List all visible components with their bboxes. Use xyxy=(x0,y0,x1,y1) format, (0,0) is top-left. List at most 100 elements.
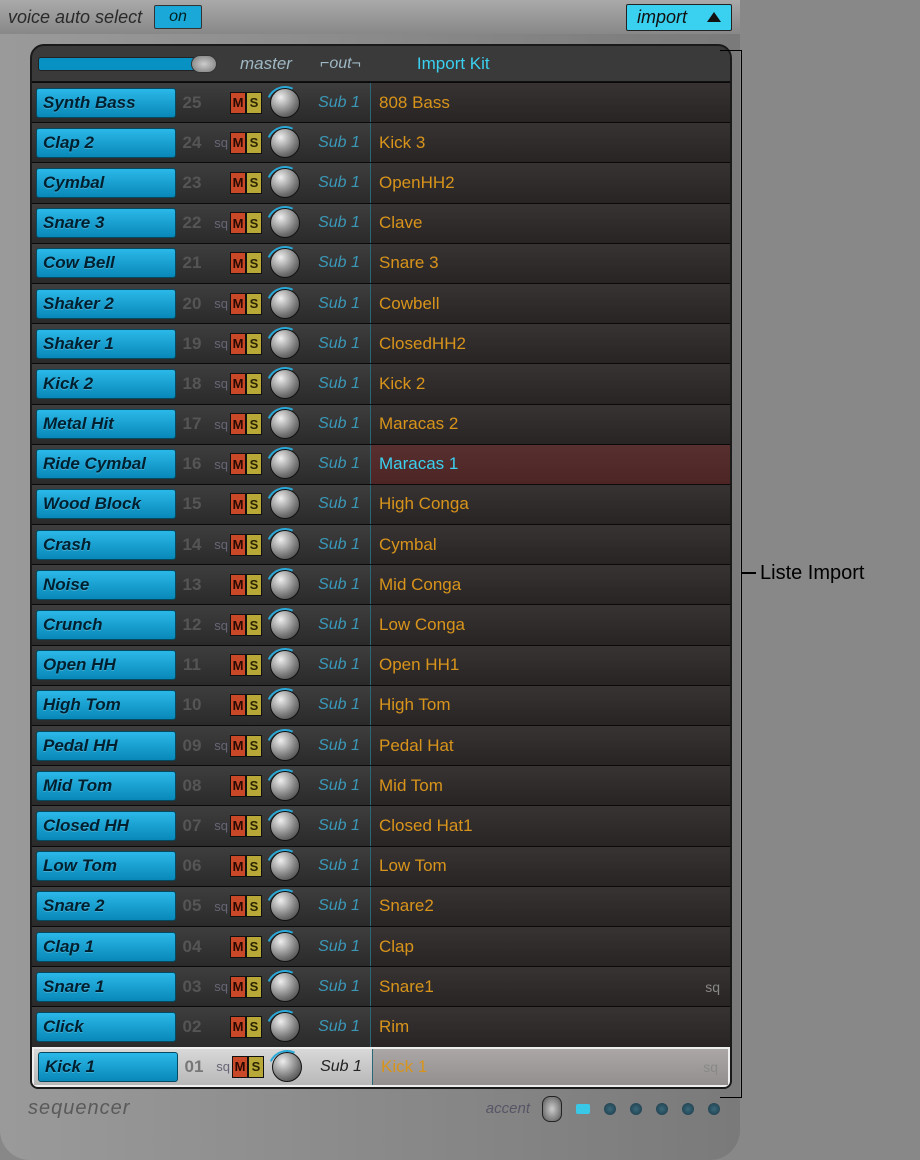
solo-button[interactable]: S xyxy=(246,614,262,636)
voice-row[interactable]: Ride Cymbal16sqMSSub 1Maracas 1 xyxy=(32,444,730,484)
output-selector[interactable]: Sub 1 xyxy=(308,1018,370,1036)
output-selector[interactable]: Sub 1 xyxy=(308,335,370,353)
solo-button[interactable]: S xyxy=(246,534,262,556)
voice-row[interactable]: Kick 218sqMSSub 1Kick 2 xyxy=(32,363,730,403)
mute-button[interactable]: M xyxy=(230,333,246,355)
voice-name-button[interactable]: Crash xyxy=(36,530,176,560)
import-kit-item[interactable]: Open HH1 xyxy=(370,646,730,685)
voice-row[interactable]: Snare 103sqMSSub 1Snare1sq xyxy=(32,966,730,1006)
mute-button[interactable]: M xyxy=(230,373,246,395)
mute-button[interactable]: M xyxy=(230,694,246,716)
voice-row[interactable]: Closed HH07sqMSSub 1Closed Hat1 xyxy=(32,805,730,845)
import-kit-item[interactable]: Maracas 2 xyxy=(370,405,730,444)
output-selector[interactable]: Sub 1 xyxy=(308,576,370,594)
output-selector[interactable]: Sub 1 xyxy=(308,737,370,755)
solo-button[interactable]: S xyxy=(246,252,262,274)
voice-row[interactable]: Clap 224sqMSSub 1Kick 3 xyxy=(32,122,730,162)
voice-row[interactable]: Low Tom06MSSub 1Low Tom xyxy=(32,846,730,886)
output-selector[interactable]: Sub 1 xyxy=(308,777,370,795)
output-selector[interactable]: Sub 1 xyxy=(308,536,370,554)
voice-row[interactable]: Mid Tom08MSSub 1Mid Tom xyxy=(32,765,730,805)
solo-button[interactable]: S xyxy=(246,694,262,716)
import-kit-item[interactable]: Clave xyxy=(370,204,730,243)
output-selector[interactable]: Sub 1 xyxy=(308,817,370,835)
output-selector[interactable]: Sub 1 xyxy=(308,696,370,714)
voice-name-button[interactable]: Kick 1 xyxy=(38,1052,178,1082)
voice-name-button[interactable]: Noise xyxy=(36,570,176,600)
output-selector[interactable]: Sub 1 xyxy=(308,214,370,232)
voice-name-button[interactable]: Clap 2 xyxy=(36,128,176,158)
import-kit-item[interactable]: Low Conga xyxy=(370,605,730,644)
step-dot[interactable] xyxy=(708,1103,720,1115)
solo-button[interactable]: S xyxy=(246,493,262,515)
import-kit-item[interactable]: High Conga xyxy=(370,485,730,524)
voice-name-button[interactable]: Shaker 1 xyxy=(36,329,176,359)
mute-button[interactable]: M xyxy=(230,172,246,194)
output-selector[interactable]: Sub 1 xyxy=(308,94,370,112)
step-dot[interactable] xyxy=(682,1103,694,1115)
mute-button[interactable]: M xyxy=(230,654,246,676)
import-kit-item[interactable]: Maracas 1 xyxy=(370,445,730,484)
solo-button[interactable]: S xyxy=(246,373,262,395)
output-selector[interactable]: Sub 1 xyxy=(308,857,370,875)
voice-name-button[interactable]: Kick 2 xyxy=(36,369,176,399)
output-selector[interactable]: Sub 1 xyxy=(308,455,370,473)
row-handle[interactable] xyxy=(30,1053,32,1083)
solo-button[interactable]: S xyxy=(246,212,262,234)
voice-name-button[interactable]: Open HH xyxy=(36,650,176,680)
mute-button[interactable]: M xyxy=(230,1016,246,1038)
import-kit-item[interactable]: ClosedHH2 xyxy=(370,324,730,363)
voice-row[interactable]: Metal Hit17sqMSSub 1Maracas 2 xyxy=(32,404,730,444)
voice-name-button[interactable]: Snare 3 xyxy=(36,208,176,238)
voice-name-button[interactable]: Synth Bass xyxy=(36,88,176,118)
voice-row[interactable]: Shaker 220sqMSSub 1Cowbell xyxy=(32,283,730,323)
solo-button[interactable]: S xyxy=(246,735,262,757)
mute-button[interactable]: M xyxy=(230,252,246,274)
import-kit-item[interactable]: Pedal Hat xyxy=(370,726,730,765)
output-selector[interactable]: Sub 1 xyxy=(308,495,370,513)
import-kit-item[interactable]: Snare1sq xyxy=(370,967,730,1006)
solo-button[interactable]: S xyxy=(246,936,262,958)
solo-button[interactable]: S xyxy=(246,1016,262,1038)
voice-name-button[interactable]: Shaker 2 xyxy=(36,289,176,319)
voice-row[interactable]: Open HH11MSSub 1Open HH1 xyxy=(32,645,730,685)
import-kit-item[interactable]: Clap xyxy=(370,927,730,966)
voice-name-button[interactable]: Snare 2 xyxy=(36,891,176,921)
mute-button[interactable]: M xyxy=(230,735,246,757)
voice-auto-select-toggle[interactable]: on xyxy=(154,5,202,29)
voice-name-button[interactable]: Cow Bell xyxy=(36,248,176,278)
output-selector[interactable]: Sub 1 xyxy=(308,938,370,956)
solo-button[interactable]: S xyxy=(246,775,262,797)
output-selector[interactable]: Sub 1 xyxy=(308,134,370,152)
voice-row[interactable]: Snare 205sqMSSub 1Snare2 xyxy=(32,886,730,926)
voice-name-button[interactable]: High Tom xyxy=(36,690,176,720)
mute-button[interactable]: M xyxy=(230,895,246,917)
voice-row[interactable]: Snare 322sqMSSub 1Clave xyxy=(32,203,730,243)
mute-button[interactable]: M xyxy=(230,493,246,515)
voice-row[interactable]: Clap 104MSSub 1Clap xyxy=(32,926,730,966)
import-kit-item[interactable]: 808 Bass xyxy=(370,83,730,122)
voice-name-button[interactable]: Click xyxy=(36,1012,176,1042)
voice-name-button[interactable]: Wood Block xyxy=(36,489,176,519)
solo-button[interactable]: S xyxy=(246,574,262,596)
voice-row[interactable]: Crunch12sqMSSub 1Low Conga xyxy=(32,604,730,644)
voice-name-button[interactable]: Cymbal xyxy=(36,168,176,198)
import-kit-item[interactable]: OpenHH2 xyxy=(370,163,730,202)
output-selector[interactable]: Sub 1 xyxy=(308,616,370,634)
output-selector[interactable]: Sub 1 xyxy=(308,415,370,433)
import-kit-item[interactable]: Mid Conga xyxy=(370,565,730,604)
import-kit-item[interactable]: Snare2 xyxy=(370,887,730,926)
mute-button[interactable]: M xyxy=(230,132,246,154)
import-kit-item[interactable]: Kick 1sq xyxy=(372,1049,728,1085)
output-selector[interactable]: Sub 1 xyxy=(308,254,370,272)
output-selector[interactable]: Sub 1 xyxy=(308,656,370,674)
solo-button[interactable]: S xyxy=(246,132,262,154)
voice-row[interactable]: Noise13MSSub 1Mid Conga xyxy=(32,564,730,604)
output-selector[interactable]: Sub 1 xyxy=(310,1058,372,1076)
voice-name-button[interactable]: Snare 1 xyxy=(36,972,176,1002)
voice-row[interactable]: Cymbal23MSSub 1OpenHH2 xyxy=(32,162,730,202)
voice-row[interactable]: Pedal HH09sqMSSub 1Pedal Hat xyxy=(32,725,730,765)
import-kit-item[interactable]: Low Tom xyxy=(370,847,730,886)
output-selector[interactable]: Sub 1 xyxy=(308,375,370,393)
mute-button[interactable]: M xyxy=(230,453,246,475)
